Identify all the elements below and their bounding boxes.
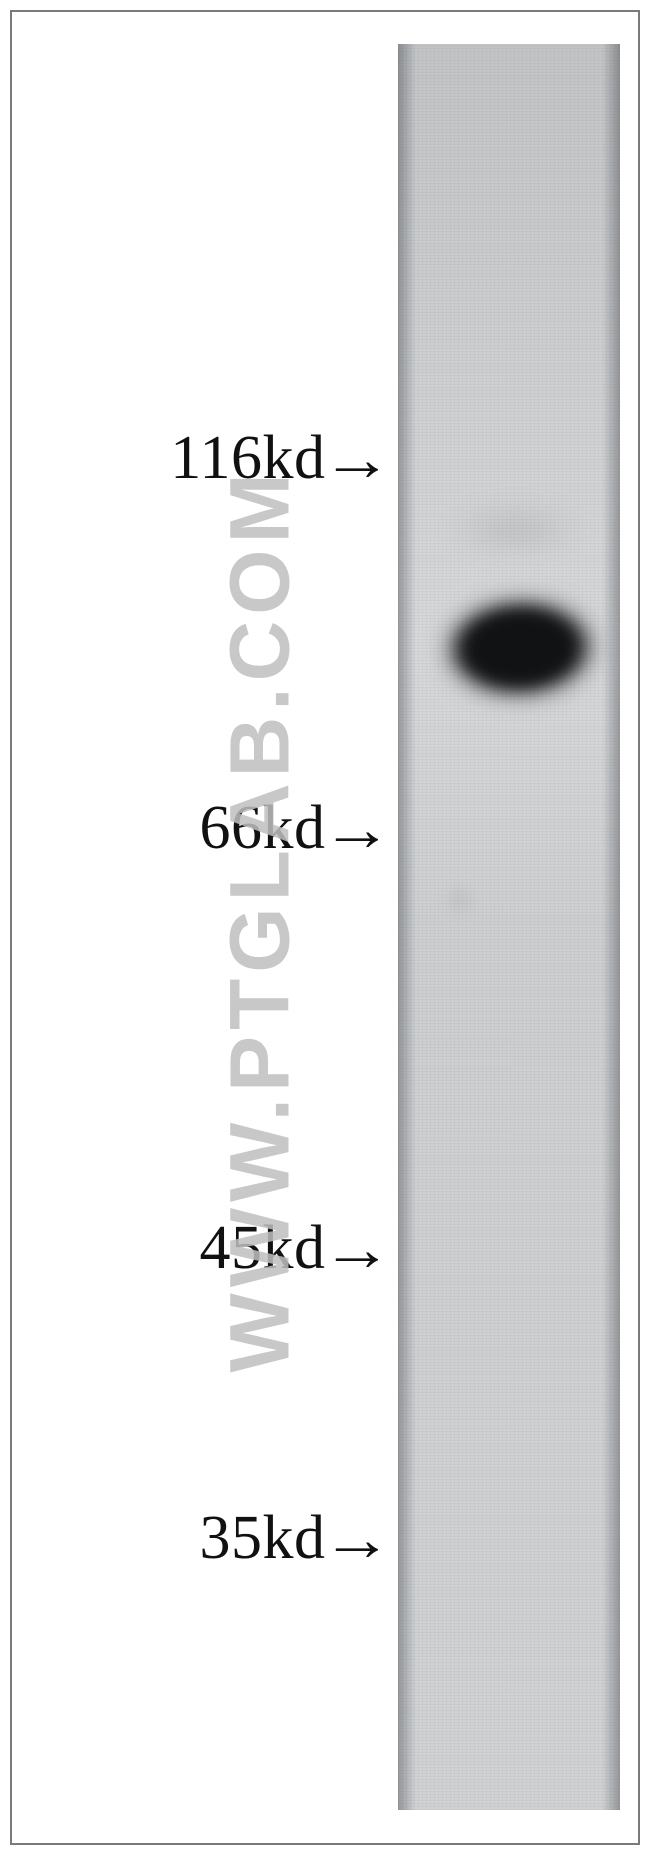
marker-35kd: 35kd→ (200, 1503, 389, 1574)
marker-45kd: 45kd→ (200, 1213, 389, 1284)
lane-noise (398, 44, 620, 1810)
arrow-icon: → (321, 795, 393, 866)
marker-35kd-text: 35kd (200, 1504, 326, 1572)
marker-66kd: 66kd→ (200, 793, 389, 864)
marker-116kd: 116kd→ (170, 423, 388, 494)
arrow-icon: → (321, 1215, 393, 1286)
figure-canvas: 116kd→ 66kd→ 45kd→ 35kd→ WWW.PTGLAB.COM (0, 0, 650, 1855)
arrow-icon: → (321, 1505, 393, 1576)
marker-116kd-text: 116kd (170, 424, 325, 492)
marker-66kd-text: 66kd (200, 794, 326, 862)
blot-lane (398, 44, 620, 1810)
arrow-icon: → (321, 425, 393, 496)
marker-45kd-text: 45kd (200, 1214, 326, 1282)
